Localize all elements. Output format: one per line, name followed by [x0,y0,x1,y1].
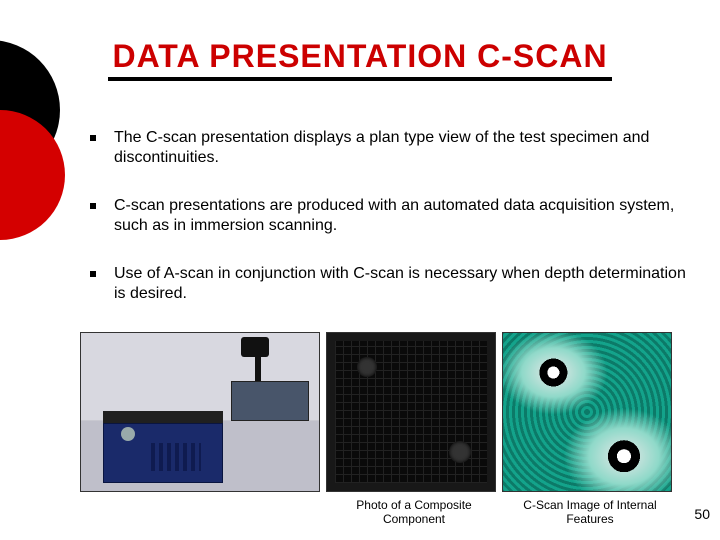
image-cscan [502,332,672,492]
title-wrap: DATA PRESENTATION C-SCAN [0,38,720,81]
caption-cscan: C-Scan Image of Internal Features [502,498,678,526]
bullet-item: The C-scan presentation displays a plan … [90,128,690,168]
bullet-list: The C-scan presentation displays a plan … [90,128,690,332]
bullet-text: The C-scan presentation displays a plan … [114,128,690,168]
bullet-text: Use of A-scan in conjunction with C-scan… [114,264,690,304]
bullet-dot-icon [90,203,96,209]
bullet-dot-icon [90,271,96,277]
captions-row: Photo of a Composite Component C-Scan Im… [80,498,700,526]
bullet-text: C-scan presentations are produced with a… [114,196,690,236]
slide-title: DATA PRESENTATION C-SCAN [108,38,611,81]
bullet-item: Use of A-scan in conjunction with C-scan… [90,264,690,304]
page-number: 50 [694,506,710,522]
caption-composite: Photo of a Composite Component [326,498,502,526]
bullet-dot-icon [90,135,96,141]
image-equipment [80,332,320,492]
image-composite-photo [326,332,496,492]
bullet-item: C-scan presentations are produced with a… [90,196,690,236]
images-row [80,332,700,492]
